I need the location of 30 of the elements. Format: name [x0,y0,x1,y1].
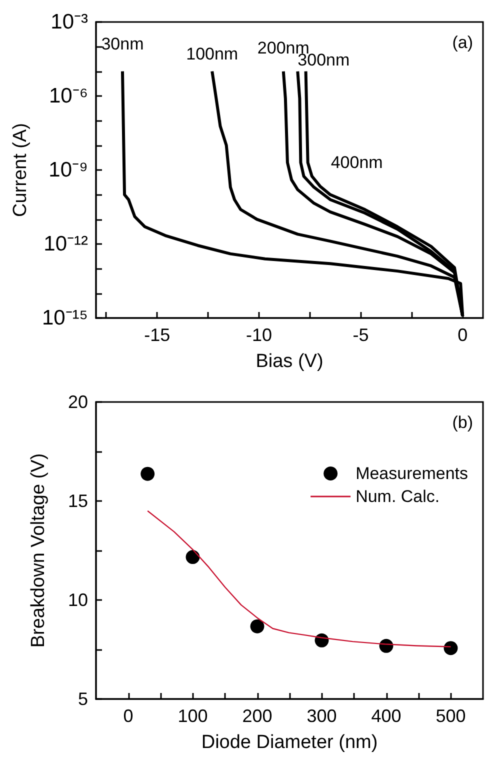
y-tick-label: 10⁻⁶ [48,84,88,108]
y-tick-label: 15 [68,491,88,511]
annotation: (b) [452,413,474,432]
x-tick-label: 200 [242,706,272,726]
series-label: 100nm [186,44,238,64]
series-label: 400nm [330,153,383,172]
y-tick-label: 10 [68,590,88,610]
y-axis-title: Breakdown Voltage (V) [28,453,49,648]
y-tick-label: 10⁻¹² [44,232,88,256]
series-label: 30nm [101,34,144,54]
x-tick-label: 400 [371,706,402,726]
x-tick-label: 0 [123,706,134,726]
x-tick-label: 0 [458,325,468,345]
x-axis-title: Bias (V) [256,351,324,372]
y-tick-label: 10⁻¹⁵ [42,306,88,330]
x-tick-label: 300 [306,706,337,726]
x-tick-label: -5 [352,325,369,345]
y-tick-label: 10⁻³ [50,10,88,34]
y-tick-label: 20 [68,392,88,412]
y-axis-title: Current (A) [10,123,31,217]
y-tick-label: 5 [78,689,88,709]
annotation: (a) [452,33,474,52]
legend-label: Num. Calc. [356,487,440,506]
x-tick-label: -15 [144,325,170,345]
y-tick-label: 10⁻⁹ [48,158,88,182]
legend-label: Measurements [356,464,468,483]
x-tick-label: 500 [436,706,466,726]
x-tick-label: 100 [178,706,208,726]
x-tick-label: -10 [246,325,272,345]
x-axis-title: Diode Diameter (nm) [201,732,378,753]
